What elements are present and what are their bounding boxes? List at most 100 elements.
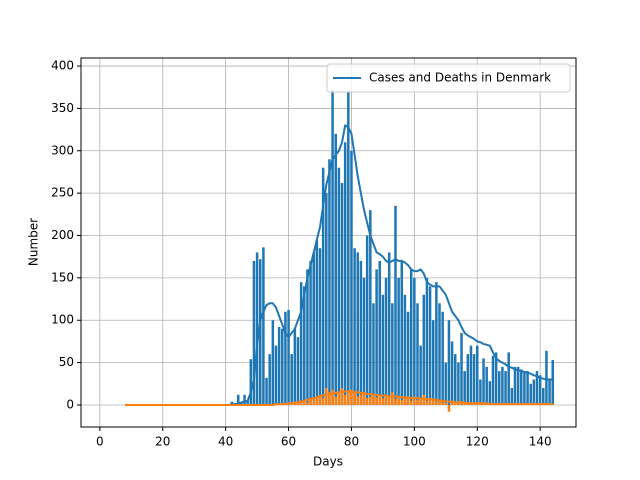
bar	[545, 350, 548, 405]
bar	[334, 396, 337, 405]
bar	[318, 394, 322, 405]
bar	[460, 332, 463, 405]
bar	[306, 269, 309, 405]
bar	[391, 392, 394, 405]
x-tick-label: 60	[281, 435, 296, 449]
bar	[243, 394, 246, 405]
bar	[268, 354, 271, 405]
marks	[125, 89, 554, 412]
bar	[309, 260, 312, 405]
bar	[441, 402, 444, 405]
bar	[378, 260, 382, 405]
bar	[387, 252, 391, 405]
bar	[362, 393, 366, 405]
bar	[419, 398, 422, 405]
bar	[457, 403, 460, 405]
bar	[520, 369, 523, 405]
bar	[372, 394, 375, 405]
bar	[287, 310, 290, 405]
bar	[290, 354, 293, 405]
bar	[381, 398, 385, 405]
bar	[293, 402, 297, 405]
bar	[416, 303, 419, 405]
bar	[491, 355, 495, 405]
bar	[277, 327, 281, 405]
bar	[340, 388, 344, 405]
bar	[485, 366, 488, 405]
bar	[303, 286, 306, 405]
y-tick-label: 0	[66, 397, 74, 411]
bar	[365, 398, 369, 405]
bar	[441, 311, 444, 405]
bar	[431, 398, 435, 405]
bar	[391, 303, 394, 405]
bar	[384, 394, 388, 405]
bar	[296, 403, 300, 405]
bar	[447, 320, 451, 405]
line	[125, 390, 553, 406]
x-tick-label: 20	[155, 435, 170, 449]
bar	[359, 394, 363, 405]
bar	[469, 345, 473, 405]
bar	[375, 269, 378, 405]
bar	[397, 277, 400, 405]
bar	[435, 282, 438, 405]
y-tick-label: 350	[51, 101, 74, 115]
bar	[538, 375, 542, 405]
bar	[406, 398, 410, 405]
bar	[331, 89, 334, 405]
bar	[438, 399, 441, 405]
bar	[394, 205, 397, 405]
bar	[347, 91, 350, 405]
bar	[453, 354, 457, 405]
bar	[403, 397, 407, 405]
bar	[365, 235, 369, 405]
bar	[403, 294, 407, 405]
bar	[274, 345, 278, 405]
x-tick-label: 120	[466, 435, 489, 449]
bar	[340, 182, 344, 405]
bar	[400, 399, 404, 405]
bar	[343, 142, 347, 405]
bar	[416, 399, 419, 405]
bar	[299, 401, 303, 405]
x-tick-label: 100	[403, 435, 426, 449]
bar	[516, 366, 520, 405]
bar	[466, 404, 470, 405]
bar	[460, 402, 463, 405]
y-tick-label: 200	[51, 228, 74, 242]
legend: Cases and Deaths in Denmark	[326, 63, 571, 93]
bar	[258, 259, 262, 405]
bar	[334, 133, 337, 405]
bar	[384, 277, 388, 405]
bar	[265, 377, 268, 405]
y-tick-label: 300	[51, 143, 74, 157]
bar	[350, 150, 353, 405]
bar	[447, 404, 451, 412]
plot-frame	[80, 57, 577, 428]
legend-label: Cases and Deaths in Denmark	[369, 71, 551, 85]
bar	[369, 396, 372, 405]
legend-box	[326, 63, 571, 93]
bar	[431, 320, 435, 405]
bar	[453, 402, 457, 405]
y-axis-label: Number	[27, 218, 41, 266]
bar	[321, 398, 325, 405]
bar	[312, 252, 315, 405]
bar	[428, 286, 432, 405]
bar	[466, 354, 470, 405]
bar	[299, 282, 303, 405]
bar	[400, 260, 404, 405]
bar	[375, 397, 378, 405]
x-tick-label: 0	[96, 435, 104, 449]
bar	[526, 371, 529, 405]
x-tick-label: 140	[529, 435, 552, 449]
bar	[428, 399, 432, 405]
bar	[472, 354, 476, 405]
bar	[347, 391, 350, 405]
bar	[271, 320, 275, 405]
bar	[532, 379, 536, 405]
bar	[240, 402, 243, 405]
bar	[372, 303, 375, 405]
bar	[262, 247, 265, 405]
